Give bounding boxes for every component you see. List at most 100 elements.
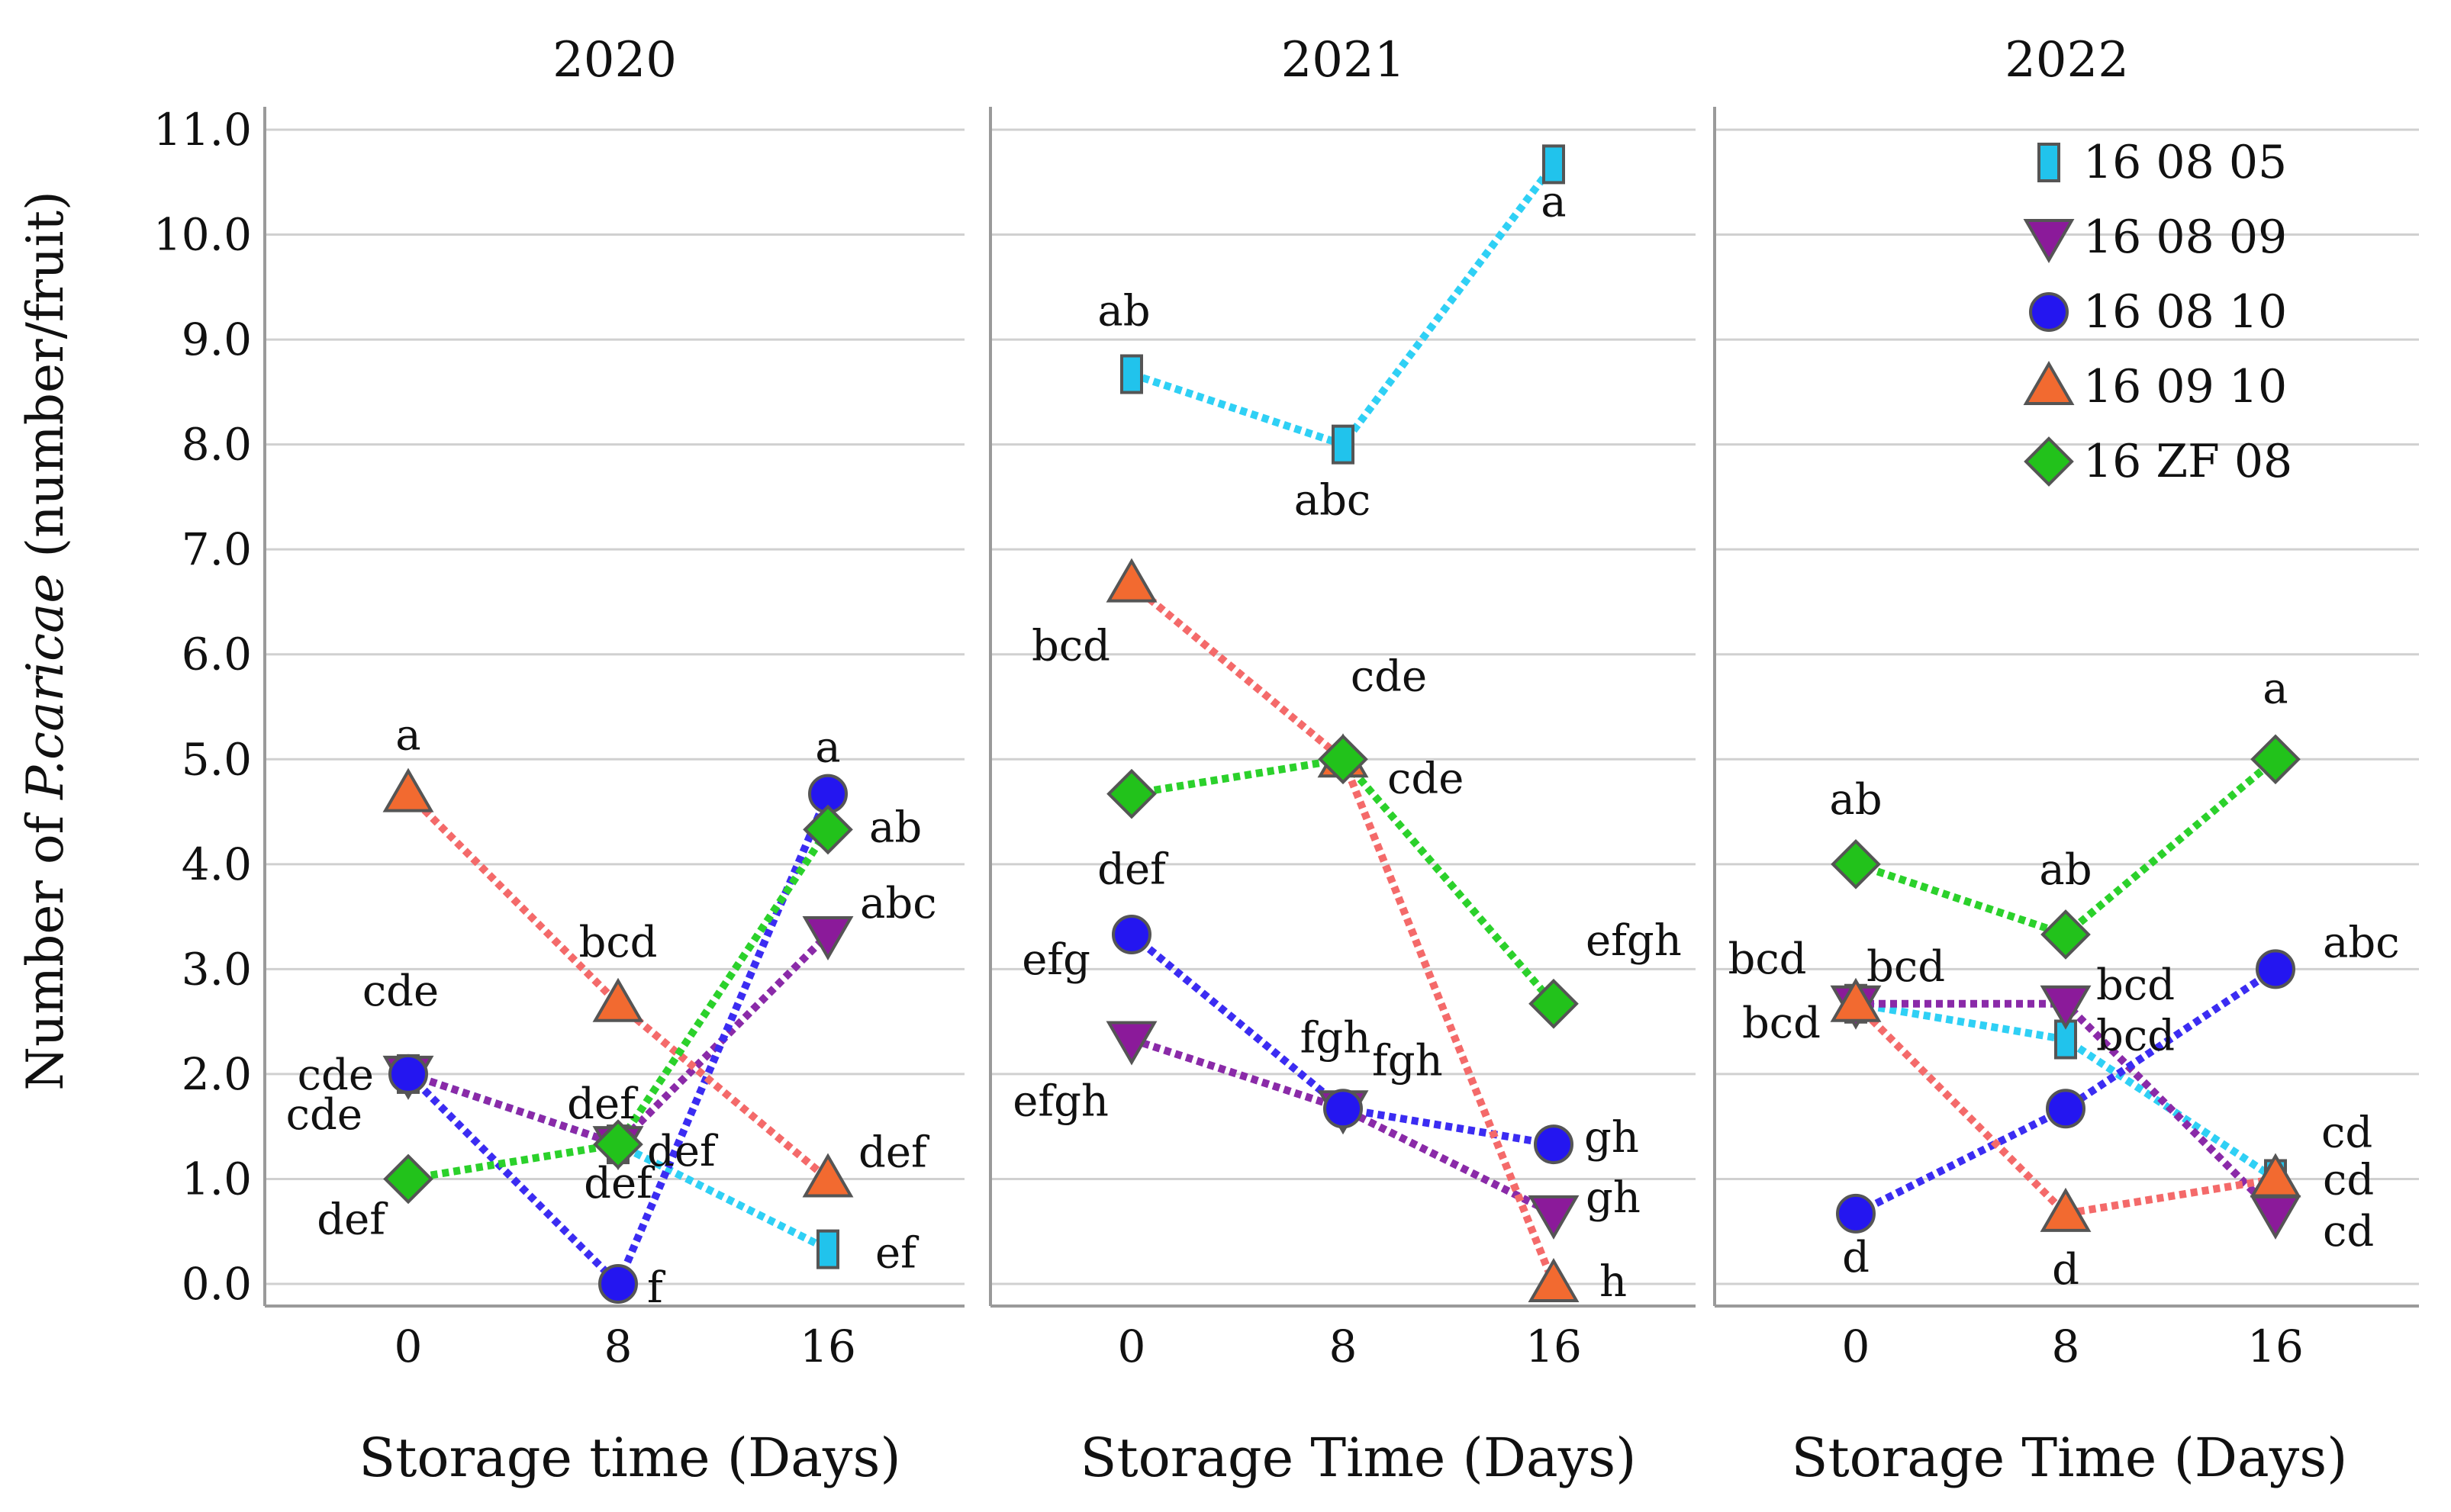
y-tick-label: 6.0 (182, 629, 252, 680)
data-label: a (2263, 664, 2288, 713)
y-tick-label: 8.0 (182, 419, 252, 471)
legend-marker-16-09-10 (2023, 360, 2075, 405)
series-line-16-08-10 (405, 792, 832, 1291)
data-point-16-08-09 (2250, 1195, 2301, 1240)
data-point-16-zf-08 (383, 1153, 433, 1205)
legend-label: 16 ZF 08 (2083, 435, 2292, 488)
legend: 16 08 05 16 08 09 16 08 10 16 09 10 16 ZF 08 (2023, 136, 2292, 488)
legend-marker-16-08-09 (2023, 219, 2075, 264)
data-label: ab (869, 803, 922, 852)
legend-label: 16 08 09 (2083, 211, 2287, 264)
data-point-16-zf-08 (2250, 734, 2301, 785)
data-label: fgh (1300, 1013, 1371, 1063)
data-label: bcd (1032, 622, 1110, 671)
x-tick-label: 16 (2247, 1321, 2304, 1372)
data-point-16-09-10 (2250, 1153, 2301, 1198)
data-label: efg (1022, 935, 1090, 985)
x-tick-label: 8 (2052, 1321, 2080, 1372)
data-label: abc (2323, 918, 2400, 967)
data-point-16-08-10 (1112, 914, 1151, 954)
data-label: cde (1351, 651, 1427, 701)
data-label: bcd (2096, 960, 2175, 1010)
data-label: bcd (1742, 999, 1821, 1048)
y-tick-label: 2.0 (182, 1048, 252, 1100)
y-axis-title-suffix: (number/fruit) (16, 191, 75, 573)
data-point-16-08-10 (388, 1054, 428, 1094)
x-tick-label: 16 (1525, 1321, 1582, 1372)
data-point-16-08-09 (802, 915, 854, 960)
data-label: ab (1829, 775, 1882, 825)
x-tick-label: 0 (1842, 1321, 1870, 1372)
data-point-16-08-10 (598, 1264, 638, 1304)
data-point-16-08-05 (1542, 144, 1565, 185)
x-axis-title: Storage Time (Days) (1081, 1427, 1637, 1489)
y-axis-title-prefix: Number of (16, 799, 75, 1091)
x-tick-label: 16 (800, 1321, 856, 1372)
y-tick-label: 4.0 (182, 838, 252, 890)
x-axis-title: Storage time (Days) (359, 1427, 900, 1489)
data-label: def (567, 1079, 639, 1129)
data-point-16-09-10 (1528, 1257, 1580, 1302)
data-point-16-09-10 (2040, 1187, 2092, 1232)
data-label: def (1097, 845, 1169, 895)
data-point-16-zf-08 (1318, 734, 1368, 785)
data-point-16-08-05 (1120, 354, 1143, 394)
data-label: cde (286, 1090, 362, 1140)
data-point-16-08-09 (1106, 1021, 1158, 1066)
y-tick-label: 5.0 (182, 733, 252, 785)
legend-label: 16 08 10 (2083, 285, 2287, 339)
data-point-16-08-10 (1836, 1193, 1876, 1234)
data-label: def (647, 1127, 719, 1176)
data-label: gh (1584, 1113, 1639, 1163)
y-tick-label: 10.0 (153, 209, 252, 261)
data-point-16-08-10 (2256, 949, 2295, 989)
x-tick-label: 8 (1329, 1321, 1358, 1372)
data-point-16-zf-08 (2040, 909, 2091, 960)
data-label: a (1541, 177, 1566, 227)
data-point-16-08-09 (1528, 1195, 1580, 1240)
data-label: abc (860, 879, 937, 928)
data-label: cde (1387, 754, 1464, 803)
legend-marker-16-08-10 (2029, 292, 2069, 332)
series-line-16-08-05 (1130, 162, 1557, 449)
data-label: ab (1097, 286, 1150, 336)
data-label: def (858, 1128, 930, 1177)
y-axis-title-species: P.caricae (16, 574, 75, 800)
data-label: ef (875, 1229, 920, 1279)
data-label: gh (1586, 1173, 1641, 1223)
y-tick-label: 3.0 (182, 943, 252, 995)
data-label: cd (2323, 1207, 2374, 1256)
data-point-16-zf-08 (1528, 978, 1579, 1029)
data-point-16-09-10 (1830, 977, 1882, 1022)
y-tick-label: 9.0 (182, 314, 252, 365)
data-point-16-zf-08 (1831, 838, 1881, 890)
data-point-16-09-10 (802, 1153, 854, 1198)
panel-title: 2022 (2005, 32, 2129, 88)
y-tick-label: 7.0 (182, 523, 252, 575)
data-label: abc (1294, 476, 1371, 526)
data-label: def (584, 1159, 655, 1208)
data-point-16-09-10 (1106, 558, 1158, 603)
data-label: def (317, 1195, 388, 1244)
data-label: bcd (1866, 942, 1945, 992)
legend-marker-16-08-05 (2037, 143, 2060, 182)
data-label: efgh (1013, 1077, 1109, 1127)
y-axis-title: Number of P.caricae (number/fruit) (16, 191, 75, 1090)
data-point-16-zf-08 (593, 1119, 643, 1169)
data-label: a (395, 711, 420, 761)
series-line-16-08-10 (1129, 931, 1554, 1148)
data-label: cd (2321, 1108, 2372, 1157)
legend-marker-16-zf-08 (2024, 436, 2074, 487)
data-label: ab (2039, 845, 2092, 895)
data-point-16-08-05 (816, 1229, 839, 1269)
data-label: h (1599, 1257, 1627, 1307)
series-line-16-09-10 (1853, 1001, 2276, 1218)
y-tick-label: 11.0 (153, 104, 252, 156)
data-label: cde (362, 967, 439, 1016)
data-point-16-08-10 (1323, 1089, 1363, 1129)
data-label: cde (298, 1050, 374, 1100)
data-label: bcd (578, 918, 657, 967)
